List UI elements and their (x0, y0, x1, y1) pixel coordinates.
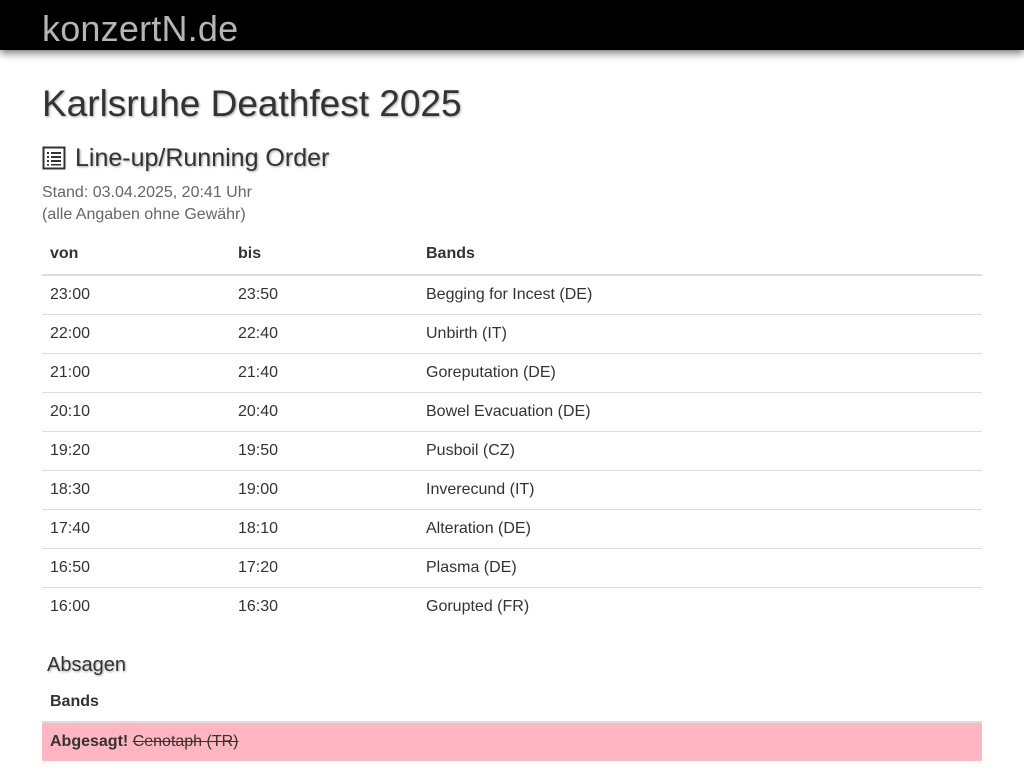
lineup-table: von bis Bands 23:00 23:50 Begging for In… (42, 234, 982, 626)
section-title: Line-up/Running Order (75, 144, 330, 172)
table-header-row: von bis Bands (42, 234, 982, 276)
column-header-von: von (42, 234, 230, 276)
cancelled-label: Abgesagt! (50, 733, 129, 750)
list-icon (42, 146, 66, 170)
stand-info: Stand: 03.04.2025, 20:41 Uhr (alle Angab… (42, 182, 252, 226)
table-row: 22:00 22:40 Unbirth (IT) (42, 314, 982, 354)
page-title: Karlsruhe Deathfest 2025 (42, 83, 462, 124)
cell-bis: 22:40 (230, 314, 418, 354)
column-header-bis: bis (230, 234, 418, 276)
cell-bis: 21:40 (230, 353, 418, 393)
cell-band: Alteration (DE) (418, 509, 982, 549)
cancellations-table: Bands Abgesagt! Cenotaph (TR) (42, 683, 982, 761)
table-row: 18:30 19:00 Inverecund (IT) (42, 470, 982, 510)
cancelled-band: Cenotaph (TR) (132, 733, 239, 750)
table-row: 19:20 19:50 Pusboil (CZ) (42, 431, 982, 471)
top-navbar: konzertN.de (0, 0, 1024, 50)
stand-timestamp: Stand: 03.04.2025, 20:41 Uhr (42, 184, 252, 201)
table-row: 20:10 20:40 Bowel Evacuation (DE) (42, 392, 982, 432)
cell-band: Bowel Evacuation (DE) (418, 392, 982, 432)
cell-bis: 20:40 (230, 392, 418, 432)
table-row: 23:00 23:50 Begging for Incest (DE) (42, 275, 982, 315)
cell-von: 18:30 (42, 470, 230, 510)
cell-von: 20:10 (42, 392, 230, 432)
cell-von: 16:50 (42, 548, 230, 588)
table-row: 16:50 17:20 Plasma (DE) (42, 548, 982, 588)
cell-von: 17:40 (42, 509, 230, 549)
cell-bis: 19:00 (230, 470, 418, 510)
cancelled-cell: Abgesagt! Cenotaph (TR) (42, 722, 982, 761)
cell-bis: 23:50 (238, 286, 279, 303)
cell-von: 23:00 (50, 286, 91, 303)
cell-von: 21:00 (42, 353, 230, 393)
cell-bis: 19:50 (230, 431, 418, 471)
cell-band: Plasma (DE) (418, 548, 982, 588)
cell-bis: 18:10 (230, 509, 418, 549)
cell-band: Unbirth (IT) (418, 314, 982, 354)
disclaimer: (alle Angaben ohne Gewähr) (42, 206, 246, 223)
table-row: 17:40 18:10 Alteration (DE) (42, 509, 982, 549)
cell-bis: 16:30 (230, 587, 418, 626)
section-header: Line-up/Running Order (42, 142, 329, 174)
cell-von: 22:00 (42, 314, 230, 354)
table-row: 21:00 21:40 Goreputation (DE) (42, 353, 982, 393)
brand-logo-link[interactable]: konzertN.de (42, 8, 239, 49)
table-row: 16:00 16:30 Gorupted (FR) (42, 587, 982, 626)
cell-band: Pusboil (CZ) (418, 431, 982, 471)
cell-band: Inverecund (IT) (418, 470, 982, 510)
cell-band: Begging for Incest (DE) (426, 286, 593, 303)
cancelled-row: Abgesagt! Cenotaph (TR) (42, 722, 982, 761)
table-header-row: Bands (42, 683, 982, 723)
cell-band: Gorupted (FR) (418, 587, 982, 626)
column-header-bands: Bands (418, 234, 982, 276)
column-header-bands: Bands (42, 683, 982, 723)
cell-bis: 17:20 (230, 548, 418, 588)
cell-von: 16:00 (42, 587, 230, 626)
cell-von: 19:20 (42, 431, 230, 471)
cancellations-title: Absagen (47, 654, 126, 676)
cell-band: Goreputation (DE) (418, 353, 982, 393)
